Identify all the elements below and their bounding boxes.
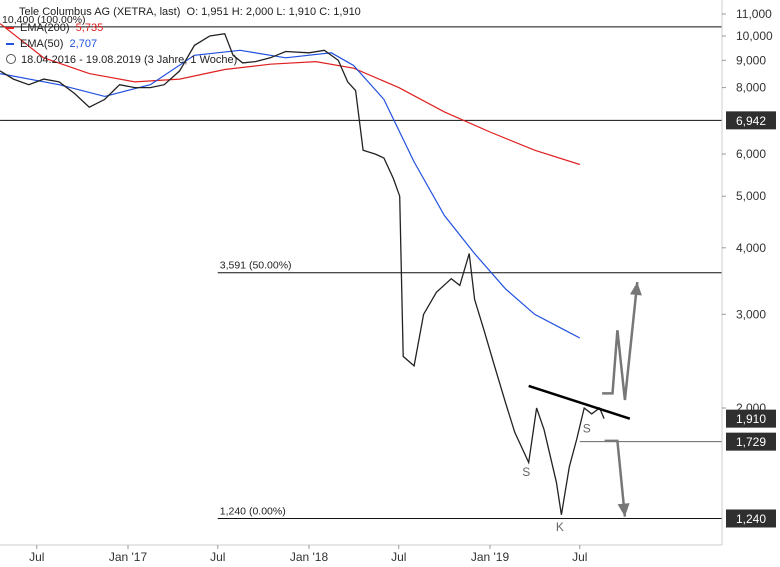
legend-ema50-row: EMA(50) 2,707 <box>6 36 361 52</box>
legend-ema50-value: 2,707 <box>69 38 98 50</box>
level-value-box <box>726 111 776 130</box>
triangle-trendline <box>528 384 631 420</box>
legend-ohlc: O: 1,951 H: 2,000 L: 1,910 C: 1,910 <box>186 6 361 18</box>
legend-ema200-row: EMA(200) 5,735 <box>6 20 361 36</box>
pattern-label: S <box>583 421 591 435</box>
level-label: 10,400 (100.00%) <box>2 14 85 26</box>
level-value-label: 6,942 <box>736 114 766 128</box>
y-tick-label: 10,000 <box>736 29 773 43</box>
legend-range-row: 18.04.2016 - 19.08.2019 (3 Jahre, 1 Woch… <box>6 52 361 68</box>
level-value-box <box>726 432 776 451</box>
x-tick-label: Jan '18 <box>290 550 329 564</box>
scenario-down-arrow-head <box>617 503 630 517</box>
legend-ema200-value: 5,735 <box>75 22 104 34</box>
legend-range: 18.04.2016 - 19.08.2019 (3 Jahre, 1 Woch… <box>21 54 238 66</box>
series-ema-200- <box>0 23 580 166</box>
legend-title: Tele Columbus AG (XETRA, last) <box>19 6 181 18</box>
horizontal-levels: 10,400 (100.00%) 3,591 (50.00%) 1,240 (0.0… <box>0 14 722 519</box>
annotations: S K S <box>522 281 642 534</box>
ema200-swatch <box>6 27 14 30</box>
ema50-swatch <box>6 43 14 46</box>
last-price-label: 1,910 <box>736 412 766 426</box>
x-tick-label: Jul <box>391 550 406 564</box>
level-label: 1,240 (0.00%) <box>220 505 286 517</box>
scenario-down-arrow-path <box>604 439 627 517</box>
level-value-box <box>726 509 776 528</box>
y-tick-label: 9,000 <box>736 53 766 67</box>
y-tick-label: 5,000 <box>736 189 766 203</box>
price-line <box>0 32 605 515</box>
clock-icon <box>6 54 16 64</box>
level-value-label: 1,729 <box>736 435 766 449</box>
scenario-up-arrow-path <box>602 281 639 401</box>
x-tick-label: Jul <box>29 550 44 564</box>
x-tick-label: Jul <box>572 550 587 564</box>
legend-ema50-label: EMA(50) <box>20 38 64 50</box>
series-lines <box>0 23 605 515</box>
y-tick-label: 6,000 <box>736 147 766 161</box>
chart-legend: Tele Columbus AG (XETRA, last) O: 1,951 … <box>6 4 361 68</box>
level-value-label: 1,240 <box>736 512 766 526</box>
y-tick-label: 11,000 <box>736 7 772 21</box>
pattern-label: S <box>522 465 530 479</box>
pattern-label: K <box>556 520 564 534</box>
last-price-box <box>726 409 776 428</box>
series-ema-50- <box>0 49 581 339</box>
x-tick-label: Jul <box>210 550 225 564</box>
y-tick-label: 4,000 <box>736 241 766 255</box>
legend-title-row: Tele Columbus AG (XETRA, last) O: 1,951 … <box>6 4 361 20</box>
y-tick-label: 3,000 <box>736 307 766 321</box>
level-label: 3,591 (50.00%) <box>220 260 292 272</box>
x-tick-label: Jan '19 <box>471 550 510 564</box>
scenario-up-arrow-head <box>630 282 642 296</box>
x-tick-label: Jan '17 <box>109 550 148 564</box>
y-tick-label: 8,000 <box>736 81 766 95</box>
legend-ema200-label: EMA(200) <box>20 22 70 34</box>
